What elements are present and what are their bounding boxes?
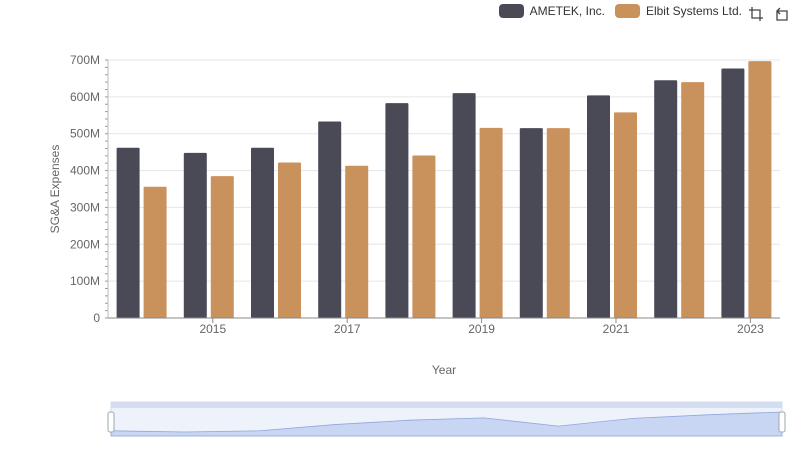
slider-handle-left: [107, 411, 115, 433]
bar-ametek-2017: [318, 121, 342, 319]
y-tick-label: 200M: [70, 237, 100, 251]
y-tick-label: 100M: [70, 274, 100, 288]
bar-ametek-2018: [385, 103, 409, 318]
chart-toolbar: [748, 6, 790, 22]
crop-icon[interactable]: [748, 6, 764, 22]
slider-top-bar: [111, 402, 782, 408]
legend-item-elbit[interactable]: Elbit Systems Ltd.: [614, 4, 742, 18]
bar-elbit-2019: [479, 127, 503, 319]
y-axis-title: SG&A Expenses: [48, 145, 62, 234]
bar-elbit-2016: [278, 162, 301, 318]
x-tick-label: 2023: [737, 322, 764, 336]
restore-icon[interactable]: [774, 6, 790, 22]
bar-elbit-2023: [748, 61, 772, 318]
y-tick-label: 600M: [70, 90, 100, 104]
bar-elbit-2015: [210, 176, 234, 318]
legend: AMETEK, Inc. Elbit Systems Ltd.: [498, 4, 742, 18]
y-axis: 0 100M 200M 300M 400M 500M 600M 700M: [70, 53, 109, 325]
bar-elbit-2021: [614, 112, 637, 318]
bar-ametek-2019: [452, 93, 476, 319]
bar-ametek-2014: [116, 147, 140, 318]
legend-label-ametek: AMETEK, Inc.: [529, 4, 605, 18]
x-tick-label: 2017: [334, 322, 361, 336]
y-tick-label: 700M: [70, 53, 100, 67]
bar-ametek-2023: [721, 68, 745, 318]
grid-lines: [108, 59, 780, 319]
y-tick-label: 400M: [70, 164, 100, 178]
bar-elbit-2022: [681, 82, 705, 318]
legend-item-ametek[interactable]: AMETEK, Inc.: [498, 4, 605, 18]
bar-ametek-2015: [183, 152, 207, 318]
bar-ametek-2021: [587, 95, 610, 318]
x-axis-title: Year: [432, 363, 456, 377]
bar-group: [116, 61, 772, 319]
x-tick-label: 2019: [468, 322, 495, 336]
y-tick-label: 0: [93, 311, 100, 325]
bar-elbit-2014: [143, 186, 167, 318]
y-tick-label: 300M: [70, 200, 100, 214]
bar-elbit-2017: [345, 165, 369, 318]
x-tick-label: 2015: [199, 322, 226, 336]
bar-ametek-2016: [251, 147, 274, 318]
legend-label-elbit: Elbit Systems Ltd.: [645, 4, 742, 18]
slider-handle-right: [778, 411, 786, 433]
x-tick-label: 2021: [603, 322, 630, 336]
legend-swatch-ametek: [498, 4, 524, 18]
bar-elbit-2020: [546, 128, 570, 318]
range-slider[interactable]: [107, 401, 786, 437]
y-tick-label: 500M: [70, 127, 100, 141]
legend-swatch-elbit: [614, 4, 640, 18]
x-axis: 2015 2017 2019 2021 2023: [108, 317, 780, 336]
bar-ametek-2020: [519, 128, 543, 318]
bar-ametek-2022: [654, 80, 678, 319]
bar-elbit-2018: [412, 155, 436, 318]
slider-preview-area: [110, 411, 783, 437]
